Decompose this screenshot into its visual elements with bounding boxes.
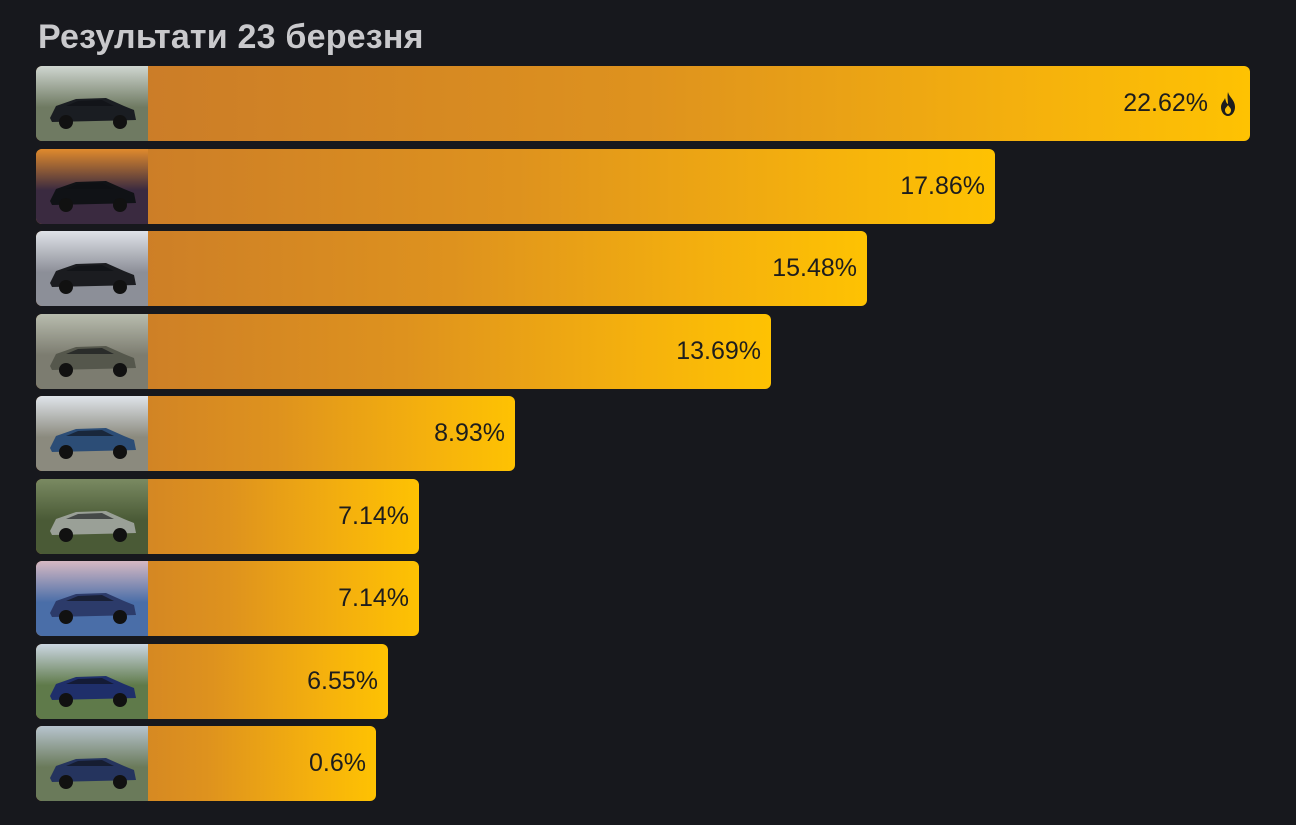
bar-value-label: 13.69%	[676, 314, 761, 389]
bar-value-label: 6.55%	[307, 644, 378, 719]
car-headlight-sunset-photo	[36, 148, 148, 224]
bar-value-label: 17.86%	[900, 149, 985, 224]
bar: 6.55%	[36, 643, 388, 719]
bar-value-label: 7.14%	[338, 561, 409, 636]
bar-row: 15.48%	[36, 231, 1250, 306]
bar-row: 13.69%	[36, 313, 1250, 389]
bar-row: 0.6%	[36, 726, 1250, 801]
blue-hatchback-yard-photo	[36, 726, 148, 801]
bar-value-text: 0.6%	[309, 749, 366, 777]
bar-row: 7.14%	[36, 561, 1250, 636]
bar-value-label: 8.93%	[434, 396, 505, 471]
bar: 7.14%	[36, 478, 419, 554]
bar: 8.93%	[36, 396, 515, 471]
bar-value-text: 13.69%	[676, 336, 761, 365]
bar: 17.86%	[36, 148, 995, 224]
bar-value-text: 7.14%	[338, 501, 409, 530]
bar-value-text: 17.86%	[900, 171, 985, 200]
bar-value-text: 15.48%	[772, 254, 857, 282]
bar: 15.48%	[36, 231, 867, 306]
bar-value-label: 22.62%	[1123, 66, 1240, 141]
bar-value-text: 6.55%	[307, 666, 378, 695]
bar-chart: 22.62% 17.86% 15.48% 13.69% 8.93% 7.14% 7.14% 6…	[36, 66, 1250, 809]
bar: 7.14%	[36, 561, 419, 636]
bar: 13.69%	[36, 313, 771, 389]
bar-value-label: 15.48%	[772, 231, 857, 306]
bar-value-text: 7.14%	[338, 584, 409, 612]
blue-suv-road-photo	[36, 643, 148, 719]
bar-value-text: 8.93%	[434, 419, 505, 447]
black-car-front-snow-photo	[36, 231, 148, 306]
black-estate-car-photo	[36, 66, 148, 141]
blue-sedan-street-photo	[36, 396, 148, 471]
bar-value-text: 22.62%	[1123, 89, 1208, 117]
bar-row: 22.62%	[36, 66, 1250, 141]
chart-title: Результати 23 березня	[38, 18, 424, 56]
bar-row: 17.86%	[36, 148, 1250, 224]
bar-row: 6.55%	[36, 643, 1250, 719]
grey-sedan-forest-photo	[36, 313, 148, 389]
bar-row: 7.14%	[36, 478, 1250, 554]
bar: 0.6%	[36, 726, 376, 801]
bar-row: 8.93%	[36, 396, 1250, 471]
bar-value-label: 0.6%	[309, 726, 366, 801]
bar-value-label: 7.14%	[338, 479, 409, 554]
bar: 22.62%	[36, 66, 1250, 141]
silver-sedan-park-photo	[36, 478, 148, 554]
fire-icon	[1221, 91, 1235, 116]
car-night-square-photo	[36, 561, 148, 636]
